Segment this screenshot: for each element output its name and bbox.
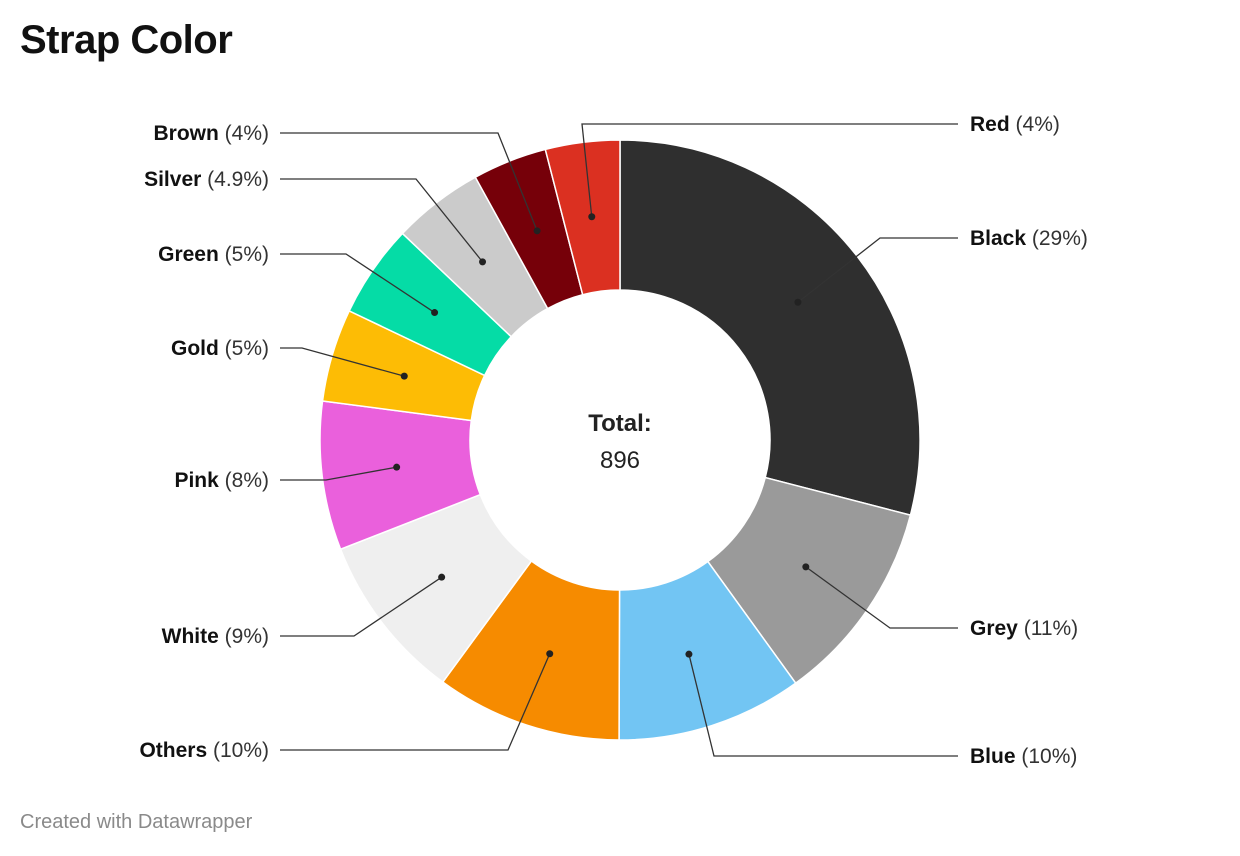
- leader-dot-grey: [802, 563, 810, 571]
- slice-label-brown: Brown (4%): [153, 122, 269, 145]
- slice-label-percent: (11%): [1018, 617, 1078, 640]
- leader-dot-black: [794, 298, 802, 306]
- leader-line-silver: [280, 178, 484, 263]
- slice-label-gold: Gold (5%): [171, 337, 269, 360]
- leader-dot-red: [588, 213, 596, 221]
- slice-black[interactable]: [619, 139, 921, 517]
- slice-label-percent: (10%): [1016, 745, 1078, 768]
- slice-label-name: White: [162, 625, 219, 648]
- slice-label-name: Others: [139, 739, 207, 762]
- slice-label-percent: (4.9%): [201, 168, 269, 191]
- leader-line-grey: [805, 566, 958, 629]
- slice-label-silver: Silver (4.9%): [144, 168, 269, 191]
- slice-label-name: Black: [970, 227, 1026, 250]
- slice-label-percent: (4%): [1010, 113, 1060, 136]
- leader-dot-blue: [685, 650, 693, 658]
- slice-label-pink: Pink (8%): [174, 469, 269, 492]
- leader-line-gold: [280, 347, 405, 377]
- slice-label-percent: (8%): [219, 469, 269, 492]
- slice-label-name: Silver: [144, 168, 201, 191]
- slice-label-grey: Grey (11%): [970, 617, 1078, 640]
- slice-label-name: Red: [970, 113, 1010, 136]
- center-total-value: 896: [600, 447, 640, 474]
- slice-label-black: Black (29%): [970, 227, 1088, 250]
- slice-red[interactable]: [544, 139, 621, 296]
- leader-line-red: [581, 123, 958, 217]
- slice-label-percent: (10%): [207, 739, 269, 762]
- labels-layer: Black (29%)Grey (11%)Blue (10%)Others (1…: [139, 113, 1087, 768]
- leader-dot-gold: [400, 372, 408, 380]
- slice-label-others: Others (10%): [139, 739, 269, 762]
- leader-dot-others: [546, 650, 554, 658]
- slice-label-green: Green (5%): [158, 243, 269, 266]
- leader-line-brown: [280, 132, 538, 232]
- chart-title: Strap Color: [20, 18, 233, 62]
- slice-label-percent: (5%): [219, 243, 269, 266]
- leader-line-green: [280, 253, 435, 314]
- slice-label-name: Blue: [970, 745, 1016, 768]
- leader-line-white: [280, 576, 443, 637]
- slice-label-white: White (9%): [162, 625, 269, 648]
- slice-label-percent: (29%): [1026, 227, 1088, 250]
- leader-dot-brown: [533, 227, 541, 235]
- slice-label-percent: (9%): [219, 625, 269, 648]
- slice-label-red: Red (4%): [970, 113, 1060, 136]
- leader-dot-silver: [479, 258, 487, 266]
- slice-label-blue: Blue (10%): [970, 745, 1077, 768]
- leader-line-black: [797, 237, 958, 303]
- slice-label-name: Brown: [153, 122, 218, 145]
- leader-dot-white: [438, 573, 446, 581]
- slices-layer: [319, 139, 921, 741]
- leader-line-others: [280, 653, 551, 751]
- slice-label-percent: (4%): [219, 122, 269, 145]
- leader-line-blue: [688, 654, 958, 757]
- leader-dot-green: [431, 309, 439, 317]
- slice-label-name: Gold: [171, 337, 219, 360]
- leader-line-pink: [280, 466, 397, 481]
- slice-label-name: Grey: [970, 617, 1018, 640]
- leader-dot-pink: [393, 463, 401, 471]
- slice-label-name: Pink: [174, 469, 219, 492]
- slice-label-percent: (5%): [219, 337, 269, 360]
- leaders-layer: [280, 123, 958, 757]
- footer-credit: Created with Datawrapper: [20, 811, 253, 833]
- center-total-label: Total:: [588, 410, 652, 437]
- slice-label-name: Green: [158, 243, 219, 266]
